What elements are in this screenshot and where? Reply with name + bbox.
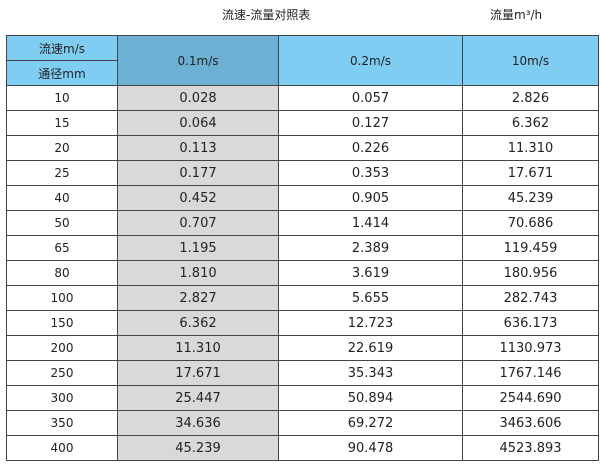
table-row: 65 1.195 2.389 119.459 bbox=[6, 235, 599, 261]
table-row: 400 45.239 90.478 4523.893 bbox=[6, 435, 599, 461]
flow-cell: 12.723 bbox=[278, 310, 463, 336]
table-row: 25 0.177 0.353 17.671 bbox=[6, 160, 599, 186]
flow-cell: 50.894 bbox=[278, 385, 463, 411]
flow-cell: 22.619 bbox=[278, 335, 463, 361]
velocity-header: 流速m/s bbox=[6, 35, 118, 61]
table-row: 50 0.707 1.414 70.686 bbox=[6, 210, 599, 236]
column-header-10: 10m/s bbox=[462, 35, 599, 86]
diameter-cell: 300 bbox=[6, 385, 118, 411]
flow-cell: 1.810 bbox=[117, 260, 279, 286]
flow-cell: 636.173 bbox=[462, 310, 599, 336]
table-row: 80 1.810 3.619 180.956 bbox=[6, 260, 599, 286]
flow-cell: 1.195 bbox=[117, 235, 279, 261]
flow-cell: 3.619 bbox=[278, 260, 463, 286]
flow-cell: 6.362 bbox=[117, 310, 279, 336]
flow-cell: 2.826 bbox=[462, 85, 599, 111]
flow-cell: 11.310 bbox=[117, 335, 279, 361]
table-row: 100 2.827 5.655 282.743 bbox=[6, 285, 599, 311]
diameter-cell: 50 bbox=[6, 210, 118, 236]
flow-cell: 0.064 bbox=[117, 110, 279, 136]
table-row: 350 34.636 69.272 3463.606 bbox=[6, 410, 599, 436]
flow-cell: 17.671 bbox=[462, 160, 599, 186]
table-row: 250 17.671 35.343 1767.146 bbox=[6, 360, 599, 386]
diameter-cell: 20 bbox=[6, 135, 118, 161]
diameter-cell: 200 bbox=[6, 335, 118, 361]
table-row: 150 6.362 12.723 636.173 bbox=[6, 310, 599, 336]
diameter-cell: 15 bbox=[6, 110, 118, 136]
flow-cell: 35.343 bbox=[278, 360, 463, 386]
flow-cell: 2.827 bbox=[117, 285, 279, 311]
diameter-cell: 150 bbox=[6, 310, 118, 336]
table-row: 15 0.064 0.127 6.362 bbox=[6, 110, 599, 136]
table-title: 流速-流量对照表 bbox=[222, 8, 311, 22]
flow-cell: 0.113 bbox=[117, 135, 279, 161]
flow-cell: 2544.690 bbox=[462, 385, 599, 411]
table-row: 200 11.310 22.619 1130.973 bbox=[6, 335, 599, 361]
flow-cell: 25.447 bbox=[117, 385, 279, 411]
column-header-0.2: 0.2m/s bbox=[278, 35, 463, 86]
flow-cell: 1.414 bbox=[278, 210, 463, 236]
flow-cell: 0.057 bbox=[278, 85, 463, 111]
table-row: 20 0.113 0.226 11.310 bbox=[6, 135, 599, 161]
diameter-cell: 350 bbox=[6, 410, 118, 436]
flow-cell: 2.389 bbox=[278, 235, 463, 261]
flow-cell: 0.452 bbox=[117, 185, 279, 211]
diameter-cell: 65 bbox=[6, 235, 118, 261]
flow-cell: 11.310 bbox=[462, 135, 599, 161]
diameter-cell: 250 bbox=[6, 360, 118, 386]
flow-cell: 34.636 bbox=[117, 410, 279, 436]
flow-cell: 282.743 bbox=[462, 285, 599, 311]
flow-cell: 3463.606 bbox=[462, 410, 599, 436]
table-row: 10 0.028 0.057 2.826 bbox=[6, 85, 599, 111]
flow-cell: 0.226 bbox=[278, 135, 463, 161]
table-row: 40 0.452 0.905 45.239 bbox=[6, 185, 599, 211]
flow-cell: 45.239 bbox=[117, 435, 279, 461]
diameter-cell: 40 bbox=[6, 185, 118, 211]
diameter-cell: 400 bbox=[6, 435, 118, 461]
unit-label: 流量m³/h bbox=[490, 8, 543, 22]
flow-cell: 1767.146 bbox=[462, 360, 599, 386]
diameter-cell: 100 bbox=[6, 285, 118, 311]
flow-cell: 17.671 bbox=[117, 360, 279, 386]
flow-cell: 0.127 bbox=[278, 110, 463, 136]
flow-cell: 180.956 bbox=[462, 260, 599, 286]
flow-cell: 4523.893 bbox=[462, 435, 599, 461]
flow-cell: 90.478 bbox=[278, 435, 463, 461]
flow-cell: 0.028 bbox=[117, 85, 279, 111]
flow-cell: 1130.973 bbox=[462, 335, 599, 361]
diameter-header: 通径mm bbox=[6, 60, 118, 86]
flow-cell: 0.707 bbox=[117, 210, 279, 236]
velocity-flow-table: 流速m/s 0.1m/s 0.2m/s 10m/s 通径mm 10 0.028 0.… bbox=[6, 35, 599, 461]
flow-cell: 45.239 bbox=[462, 185, 599, 211]
flow-cell: 6.362 bbox=[462, 110, 599, 136]
flow-cell: 119.459 bbox=[462, 235, 599, 261]
diameter-cell: 80 bbox=[6, 260, 118, 286]
diameter-cell: 10 bbox=[6, 85, 118, 111]
flow-cell: 0.177 bbox=[117, 160, 279, 186]
diameter-cell: 25 bbox=[6, 160, 118, 186]
table-row: 300 25.447 50.894 2544.690 bbox=[6, 385, 599, 411]
column-header-0.1: 0.1m/s bbox=[117, 35, 279, 86]
flow-cell: 5.655 bbox=[278, 285, 463, 311]
flow-cell: 70.686 bbox=[462, 210, 599, 236]
flow-cell: 69.272 bbox=[278, 410, 463, 436]
flow-cell: 0.353 bbox=[278, 160, 463, 186]
flow-cell: 0.905 bbox=[278, 185, 463, 211]
